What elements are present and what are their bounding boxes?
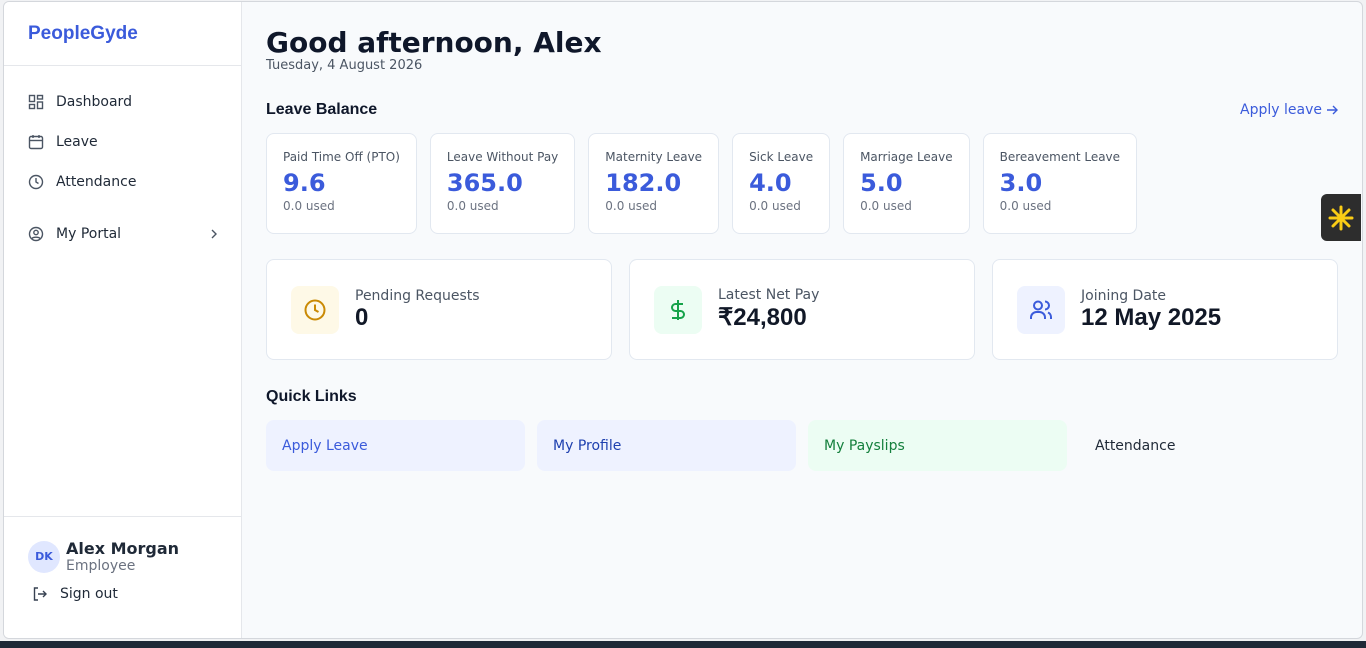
leave-card: Bereavement Leave 3.0 0.0 used	[982, 133, 1138, 234]
stat-text: Joining Date 12 May 2025	[1081, 288, 1221, 332]
icon	[671, 299, 685, 320]
leave-name: Sick Leave	[749, 150, 814, 164]
quick-links: Apply Leave My Profile My Payslips Attendan…	[266, 420, 1338, 471]
taskbar	[0, 641, 1366, 648]
avatar: DK	[28, 540, 60, 573]
nav-label: My Portal	[56, 226, 122, 242]
user-info: Alex Morgan Employee	[66, 539, 179, 574]
leave-name: Marriage Leave	[860, 150, 953, 164]
nav-item[interactable]: My Portal	[4, 214, 241, 254]
sign-out-label: Sign out	[60, 586, 118, 602]
apply-leave-link[interactable]: Apply leave	[1240, 102, 1338, 118]
leave-balance: 3.0	[999, 169, 1043, 197]
arrow	[1327, 105, 1338, 115]
section-title: Leave Balance	[266, 101, 378, 118]
leave-card: Leave Without Pay 365.0 0.0 used	[429, 133, 576, 234]
app-window: PeopleGyde Dashboard Leave Attendance My…	[3, 1, 1363, 639]
stat-icon	[291, 285, 339, 334]
leave-card: Paid Time Off (PTO) 9.6 0.0 used	[266, 133, 417, 234]
quick-link[interactable]: My Payslips	[808, 420, 1067, 471]
leave-used: 0.0 used	[749, 199, 801, 213]
leave-used: 0.0 used	[860, 199, 912, 213]
leave-balance: 4.0	[749, 169, 792, 197]
leave-name: Maternity Leave	[605, 150, 703, 164]
stat-text: Pending Requests 0	[355, 288, 480, 332]
link-label: Apply leave	[1240, 102, 1322, 118]
stat-card: Joining Date 12 May 2025	[992, 259, 1338, 360]
section-header: Leave Balance Apply leave	[266, 101, 1338, 119]
icon	[1030, 300, 1052, 319]
quick-link[interactable]: Attendance	[1095, 437, 1176, 454]
user-role: Employee	[66, 558, 136, 574]
assistant-widget[interactable]	[1321, 194, 1361, 241]
stat-label: Pending Requests	[355, 287, 480, 304]
user-name: Alex Morgan	[66, 539, 180, 558]
icon	[304, 299, 326, 320]
leave-used: 0.0 used	[446, 199, 499, 213]
stat-value: 12 May 2025	[1081, 303, 1222, 331]
stat-label: Latest Net Pay	[718, 287, 820, 303]
leave-card: Maternity Leave 182.0 0.0 used	[588, 133, 720, 234]
stat-value: ₹24,800	[718, 304, 807, 331]
nav-label: Attendance	[56, 174, 137, 190]
sign-out[interactable]: Sign out	[28, 586, 241, 602]
brand[interactable]: PeopleGyde	[4, 2, 241, 66]
leave-name: Leave Without Pay	[446, 150, 559, 164]
stat-label: Joining Date	[1081, 287, 1167, 304]
icon	[28, 94, 44, 110]
chevron	[211, 229, 217, 239]
leave-used: 0.0 used	[283, 199, 335, 213]
leave-used: 0.0 used	[605, 199, 658, 213]
stat-icon	[1017, 285, 1065, 334]
leave-used: 0.0 used	[999, 199, 1052, 213]
sidebar: PeopleGyde Dashboard Leave Attendance My…	[4, 2, 242, 638]
section-title: Quick Links	[266, 388, 357, 405]
leave-cards: Paid Time Off (PTO) 9.6 0.0 used Leave With…	[266, 133, 1338, 234]
user: DK Alex Morgan Employee	[28, 539, 241, 574]
leave-name: Bereavement Leave	[999, 150, 1121, 164]
stat-value: 0	[355, 303, 369, 331]
icon	[28, 135, 44, 150]
icon	[28, 174, 44, 190]
date: Tuesday, 4 August 2026	[266, 58, 423, 73]
nav-item[interactable]: Dashboard	[4, 82, 241, 122]
main: Good afternoon, Alex Tuesday, 4 August 2…	[242, 2, 1362, 638]
icon	[33, 587, 47, 601]
leave-balance: 365.0	[446, 169, 523, 197]
stat-cards: Pending Requests 0 Latest Net Pay ₹24,800 Jo…	[266, 259, 1338, 360]
greeting: Good afternoon, Alex	[266, 26, 602, 59]
leave-balance: 5.0	[860, 169, 903, 197]
leave-balance: 182.0	[605, 169, 682, 197]
leave-card: Sick Leave 4.0 0.0 used	[732, 133, 831, 234]
nav-item[interactable]: Leave	[4, 122, 241, 162]
nav-label: Leave	[56, 134, 98, 150]
widget-icon	[1328, 205, 1354, 230]
nav-label: Dashboard	[56, 94, 132, 110]
leave-balance: 9.6	[283, 169, 326, 197]
quick-link[interactable]: My Profile	[537, 420, 796, 471]
stat-text: Latest Net Pay ₹24,800	[718, 287, 819, 332]
leave-card: Marriage Leave 5.0 0.0 used	[843, 133, 970, 234]
stat-icon	[654, 285, 702, 334]
leave-name: Paid Time Off (PTO)	[283, 150, 400, 164]
nav-item[interactable]: Attendance	[4, 162, 241, 202]
quick-link[interactable]: Apply Leave	[266, 420, 525, 471]
stat-card: Latest Net Pay ₹24,800	[629, 259, 975, 360]
icon	[28, 226, 44, 242]
user-box: DK Alex Morgan Employee Sign out	[4, 516, 241, 638]
nav: Dashboard Leave Attendance My Portal	[4, 66, 241, 254]
stat-card: Pending Requests 0	[266, 259, 612, 360]
